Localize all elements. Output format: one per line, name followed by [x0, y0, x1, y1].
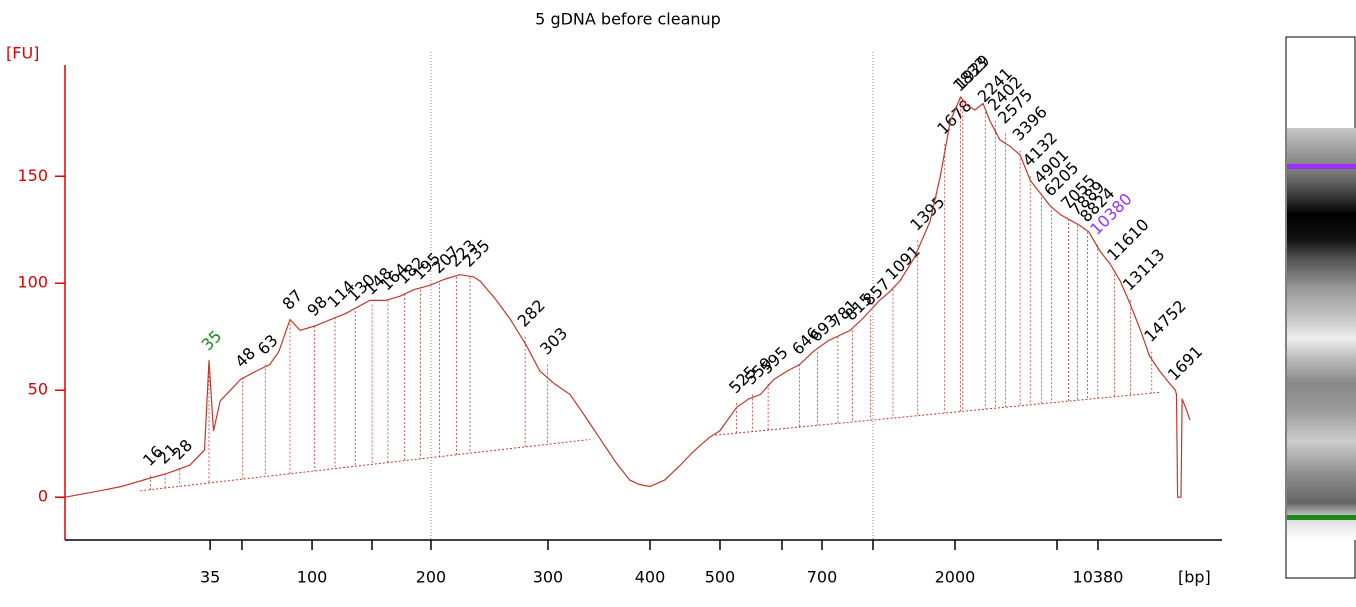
y-tick-label: 50	[28, 380, 48, 399]
upper-marker-band	[1287, 164, 1356, 169]
lower-marker-band	[1287, 515, 1356, 520]
peak-label: 14752	[1140, 296, 1189, 345]
y-axis-label: [FU]	[6, 44, 39, 63]
y-tick-label: 150	[17, 166, 48, 185]
baseline	[140, 391, 1160, 492]
gel-lane	[1285, 36, 1356, 579]
x-tick-label: 2000	[935, 568, 976, 587]
x-tick-label: 700	[807, 568, 838, 587]
gel-image	[1287, 128, 1356, 540]
x-tick-label: 200	[416, 568, 447, 587]
x-tick-label: 300	[533, 568, 564, 587]
x-tick-label: 35	[200, 568, 220, 587]
chart-title: 5 gDNA before cleanup	[535, 10, 721, 29]
peak-label: 87	[279, 286, 307, 314]
x-tick-label: 10380	[1073, 568, 1124, 587]
peak-label: 1691	[1164, 342, 1206, 384]
peak-label: 35	[198, 326, 226, 354]
y-tick-label: 0	[38, 487, 48, 506]
x-tick-label: 100	[297, 568, 328, 587]
x-tick-label: 400	[635, 568, 666, 587]
x-tick-label: 500	[705, 568, 736, 587]
peak-label: 282	[514, 296, 549, 331]
peak-label: 1678	[933, 96, 975, 138]
peak-label: 48	[231, 344, 259, 372]
x-axis-label: [bp]	[1178, 568, 1211, 587]
y-tick-label: 100	[17, 273, 48, 292]
peak-label: 303	[536, 324, 571, 359]
trace	[64, 95, 1191, 498]
